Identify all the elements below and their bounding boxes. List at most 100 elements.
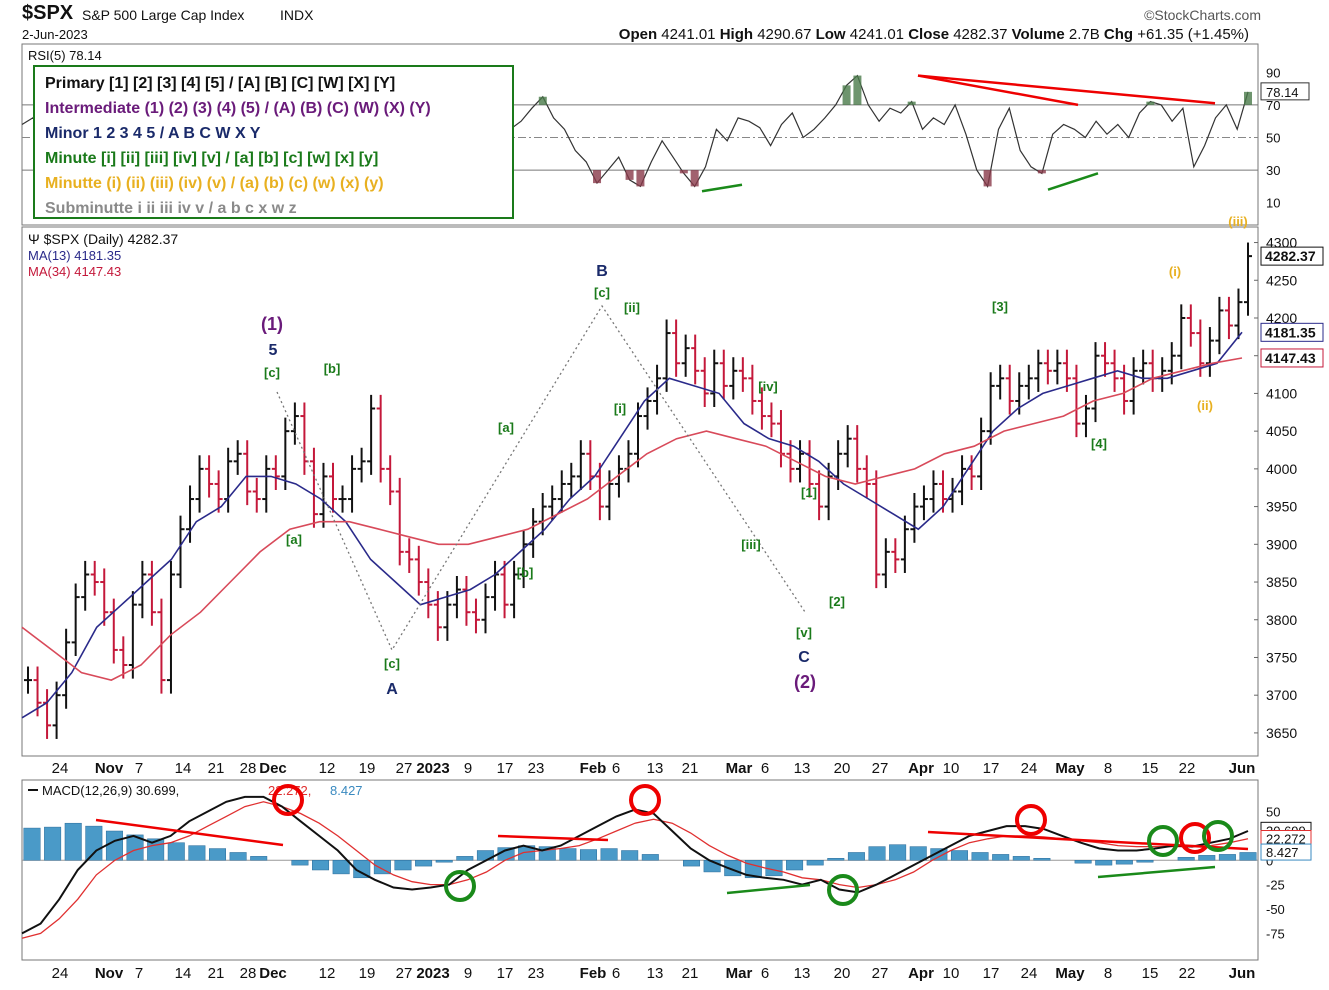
- macd-x-tick-label: 17: [983, 965, 1000, 982]
- macd-histogram-bar: [250, 856, 268, 861]
- macd-histogram-bar: [868, 846, 886, 861]
- close-value: 4282.37: [953, 26, 1008, 43]
- rsi-last-value: 78.14: [1266, 85, 1299, 100]
- price-tick-label: 4000: [1266, 461, 1297, 477]
- signal-last-value: 22.272: [1266, 832, 1306, 847]
- macd-histogram-bar: [930, 848, 948, 861]
- macd-x-tick-label: 12: [319, 965, 336, 982]
- price-tick-label: 3850: [1266, 574, 1297, 590]
- wave-legend: Primary [1] [2] [3] [4] [5] / [A] [B] [C…: [33, 65, 514, 219]
- low-value: 4241.01: [849, 26, 905, 43]
- macd-signal-line: [21, 801, 1249, 939]
- wave-label: [1]: [801, 485, 817, 500]
- macd-tick-label: -25: [1266, 878, 1285, 893]
- price-x-tick-label: Dec: [259, 760, 287, 777]
- macd-x-tick-label: 19: [359, 965, 376, 982]
- macd-histogram-bar: [909, 846, 927, 861]
- volume-value: 2.7B: [1068, 26, 1100, 43]
- close-label: Close: [908, 26, 950, 43]
- macd-trend-line: [1097, 865, 1216, 879]
- price-tick-label: 3950: [1266, 499, 1297, 515]
- macd-label: MACD(12,26,9) 30.699,: [42, 783, 179, 798]
- price-tick-label: 4250: [1266, 272, 1297, 288]
- price-x-tick-label: 13: [794, 760, 811, 777]
- price-tick-label: 3900: [1266, 536, 1297, 552]
- macd-histogram-bar: [1239, 852, 1257, 861]
- wave-label: [ii]: [624, 300, 640, 315]
- macd-histogram-bar: [1198, 855, 1216, 861]
- macd-trend-line: [927, 830, 1249, 851]
- price-x-tick-label: 27: [396, 760, 413, 777]
- price-last-value: 4282.37: [1265, 248, 1316, 264]
- ma13-label: MA(13) 4181.35: [28, 248, 121, 263]
- macd-histogram-bar: [1136, 860, 1154, 863]
- rsi-trend-line: [701, 183, 743, 193]
- macd-histogram-bar: [291, 860, 309, 866]
- macd-histogram-bar: [332, 860, 350, 875]
- chart-symbol: $SPX: [22, 2, 74, 24]
- macd-tick-label: -75: [1266, 926, 1285, 941]
- macd-x-tick-label: 24: [1021, 965, 1038, 982]
- macd-panel-frame: [21, 779, 1259, 961]
- macd-histogram-bar: [85, 825, 103, 861]
- wave-label: (iii): [1228, 214, 1248, 229]
- high-value: 4290.67: [757, 26, 812, 43]
- macd-tick-label: 50: [1266, 805, 1280, 820]
- wave-label: (1): [261, 314, 283, 334]
- ma34-label: MA(34) 4147.43: [28, 264, 121, 279]
- high-label: High: [719, 26, 754, 43]
- price-x-tick-label: 21: [682, 760, 699, 777]
- rsi-tick-label: 70: [1266, 98, 1280, 113]
- price-x-tick-label: Mar: [726, 760, 753, 777]
- macd-trend-line: [497, 834, 609, 842]
- price-x-tick-label: 8: [1104, 760, 1112, 777]
- rsi-oversold-fill: [690, 170, 699, 187]
- rsi-tick-label: 90: [1266, 65, 1280, 80]
- ma13-line: [21, 331, 1243, 719]
- crossover-circle: [1147, 825, 1179, 857]
- wave-label: [b]: [324, 361, 341, 376]
- macd-tick-label: 0: [1266, 853, 1273, 868]
- macd-x-tick-label: 10: [943, 965, 960, 982]
- macd-histogram-bar: [971, 852, 989, 861]
- price-x-tick-label: 6: [761, 760, 769, 777]
- price-x-tick-label: 7: [135, 760, 143, 777]
- macd-histogram-bar: [208, 848, 226, 861]
- rsi-panel-frame: [21, 43, 1259, 226]
- macd-histogram-bar: [600, 848, 618, 861]
- price-tick-label: 4300: [1266, 235, 1297, 251]
- wave-label: [v]: [796, 625, 812, 640]
- wave-label: [c]: [384, 656, 400, 671]
- rsi-tick-label: 50: [1266, 131, 1280, 146]
- macd-x-tick-label: 17: [497, 965, 514, 982]
- price-tick-label: 4100: [1266, 385, 1297, 401]
- hist-last-value: 8.427: [1266, 845, 1299, 860]
- low-label: Low: [815, 26, 846, 43]
- price-x-tick-label: Apr: [908, 760, 934, 777]
- hist-last-tag: [1260, 843, 1312, 861]
- wave-label: B: [596, 263, 608, 280]
- macd-histogram-bar: [167, 842, 185, 861]
- macd-x-tick-label: 13: [647, 965, 664, 982]
- wave-label: [iii]: [741, 537, 761, 552]
- macd-histogram-bar: [1218, 854, 1236, 861]
- wave-label: [c]: [594, 285, 610, 300]
- macd-x-tick-label: 6: [612, 965, 620, 982]
- crossover-circle: [827, 874, 859, 906]
- rsi-overbought-fill: [907, 101, 916, 105]
- price-x-tick-label: 9: [464, 760, 472, 777]
- ohlc-stats: Open 4241.01 High 4290.67 Low 4241.01 Cl…: [619, 26, 1249, 43]
- macd-line: [21, 795, 1249, 935]
- macd-histogram-bar: [394, 860, 412, 871]
- macd-histogram-bar: [456, 856, 474, 861]
- macd-x-tick-label: Mar: [726, 965, 753, 982]
- macd-histogram-bar: [806, 860, 824, 866]
- rsi-trend-line: [1047, 172, 1099, 191]
- macd-histogram-bar: [44, 826, 62, 861]
- price-x-tick-label: 17: [497, 760, 514, 777]
- wave-label: [3]: [992, 299, 1008, 314]
- ma13-last-tag: [1260, 322, 1324, 342]
- macd-histogram-bar: [1074, 860, 1092, 864]
- macd-histogram-bar: [353, 860, 371, 879]
- macd-trend-line: [726, 883, 811, 895]
